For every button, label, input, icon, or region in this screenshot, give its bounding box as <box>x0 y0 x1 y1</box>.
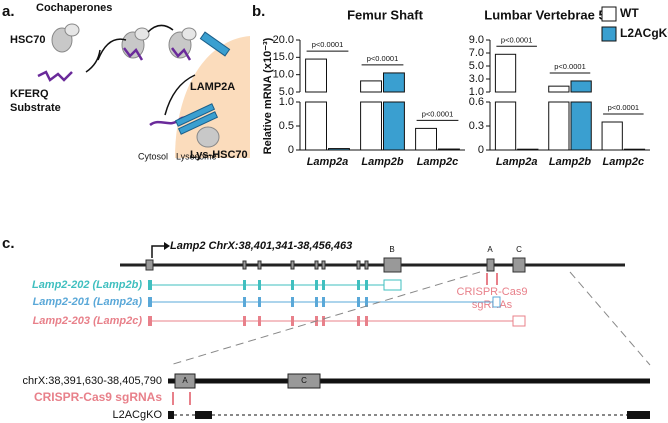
bar <box>328 148 350 151</box>
label: LAMP2A <box>190 81 235 93</box>
legend-label: L2ACgKO <box>620 26 668 40</box>
panel-c: c. Lamp2 ChrX:38,401,341-38,456,463 B A … <box>2 235 651 421</box>
bar <box>383 101 405 151</box>
exons <box>145 257 526 273</box>
exon-label: B <box>389 245 394 254</box>
label: Cochaperones <box>36 2 112 14</box>
arrows <box>85 24 196 116</box>
exon <box>287 373 321 389</box>
ko-label: L2ACgKO <box>112 409 162 421</box>
panel-a: a. Cochaperones HSC70 KFERQ Substrate LA… <box>2 2 250 161</box>
sgrna-arrow <box>172 392 191 405</box>
sgrna-arrow <box>486 273 498 285</box>
x-tick-label: Lamp2a <box>496 156 538 168</box>
label: Substrate <box>10 102 61 114</box>
bar <box>548 85 570 93</box>
exon-label: A <box>487 245 493 254</box>
label: Lys-HSC70 <box>190 149 248 161</box>
bar <box>623 148 646 151</box>
y-axis-label: Relative mRNA (x10⁻³) <box>262 37 274 154</box>
bar <box>305 101 328 151</box>
transcript-label: Lamp2-201 (Lamp2a) <box>33 296 143 308</box>
y-tick-label: 5.0 <box>279 86 294 98</box>
y-tick-label: 15.0 <box>273 51 294 63</box>
exon-label: A <box>182 376 188 385</box>
bar <box>305 58 328 93</box>
tss-arrow <box>164 242 170 250</box>
ko-allele <box>168 411 650 419</box>
p-value: p<0.0001 <box>554 62 586 71</box>
sgrna-label: CRISPR-Cas9 sgRNAs <box>34 390 162 404</box>
bar <box>570 80 592 93</box>
panel-label: b. <box>252 3 265 20</box>
label: HSC70 <box>10 34 45 46</box>
lamp2a <box>174 31 231 135</box>
label: Lysosome <box>176 151 217 161</box>
y-tick-label: 10.0 <box>273 69 294 81</box>
gene-label: Lamp2 ChrX:38,401,341-38,456,463 <box>170 240 352 252</box>
bar <box>415 127 438 151</box>
bar <box>494 101 517 151</box>
y-tick-label: 7.0 <box>469 47 484 59</box>
p-value: p<0.0001 <box>367 54 399 63</box>
y-tick-label: 1.0 <box>279 96 294 108</box>
panel-label: a. <box>2 3 15 20</box>
y-tick-label: 20.0 <box>273 34 294 46</box>
y-tick-label: 1.0 <box>469 86 484 98</box>
p-value: p<0.0001 <box>422 109 454 118</box>
bar <box>438 148 460 151</box>
bar <box>601 121 623 151</box>
chart-title: Lumbar Vertebrae 5 <box>484 7 605 22</box>
y-tick-label: 0.3 <box>469 120 484 132</box>
label: KFERQ <box>10 88 49 100</box>
p-value: p<0.0001 <box>501 35 533 44</box>
tss-arrow <box>151 245 166 258</box>
panel-label: c. <box>2 235 15 252</box>
legend-label: WT <box>620 6 639 20</box>
bar <box>383 72 405 93</box>
p-value: p<0.0001 <box>608 103 640 112</box>
exon <box>174 373 196 389</box>
y-tick-label: 3.0 <box>469 73 484 85</box>
bar <box>360 80 383 93</box>
region-label: chrX:38,391,630-38,405,790 <box>23 375 162 387</box>
x-tick-label: Lamp2b <box>549 156 591 168</box>
transcript-label: Lamp2-202 (Lamp2b) <box>32 279 142 291</box>
y-tick-label: 9.0 <box>469 34 484 46</box>
p-value: p<0.0001 <box>312 40 344 49</box>
transcript-label: Lamp2-203 (Lamp2c) <box>33 315 143 327</box>
sgrna-label: sgRNAs <box>472 299 513 311</box>
bar <box>360 101 383 151</box>
exon-label: C <box>516 245 522 254</box>
x-tick-label: Lamp2c <box>417 156 459 168</box>
zoom-lines <box>169 271 651 366</box>
substrate <box>37 47 195 127</box>
bar <box>570 101 592 151</box>
transcripts <box>148 279 526 327</box>
y-tick-label: 0 <box>478 144 484 156</box>
y-tick-label: 0.6 <box>469 96 484 108</box>
y-tick-label: 0.5 <box>279 120 294 132</box>
sgrna-label: CRISPR-Cas9 <box>457 286 528 298</box>
x-tick-label: Lamp2a <box>307 156 349 168</box>
bar <box>494 53 517 93</box>
y-tick-label: 5.0 <box>469 60 484 72</box>
bar <box>548 101 570 151</box>
label: Cytosol <box>138 151 168 161</box>
x-tick-label: Lamp2c <box>603 156 645 168</box>
y-tick-label: 0 <box>288 144 294 156</box>
bar <box>517 148 539 151</box>
chart-title: Femur Shaft <box>347 7 424 22</box>
legend-swatch <box>601 6 617 22</box>
exon-label: C <box>301 376 307 385</box>
legend-swatch <box>601 26 617 42</box>
x-tick-label: Lamp2b <box>361 156 403 168</box>
